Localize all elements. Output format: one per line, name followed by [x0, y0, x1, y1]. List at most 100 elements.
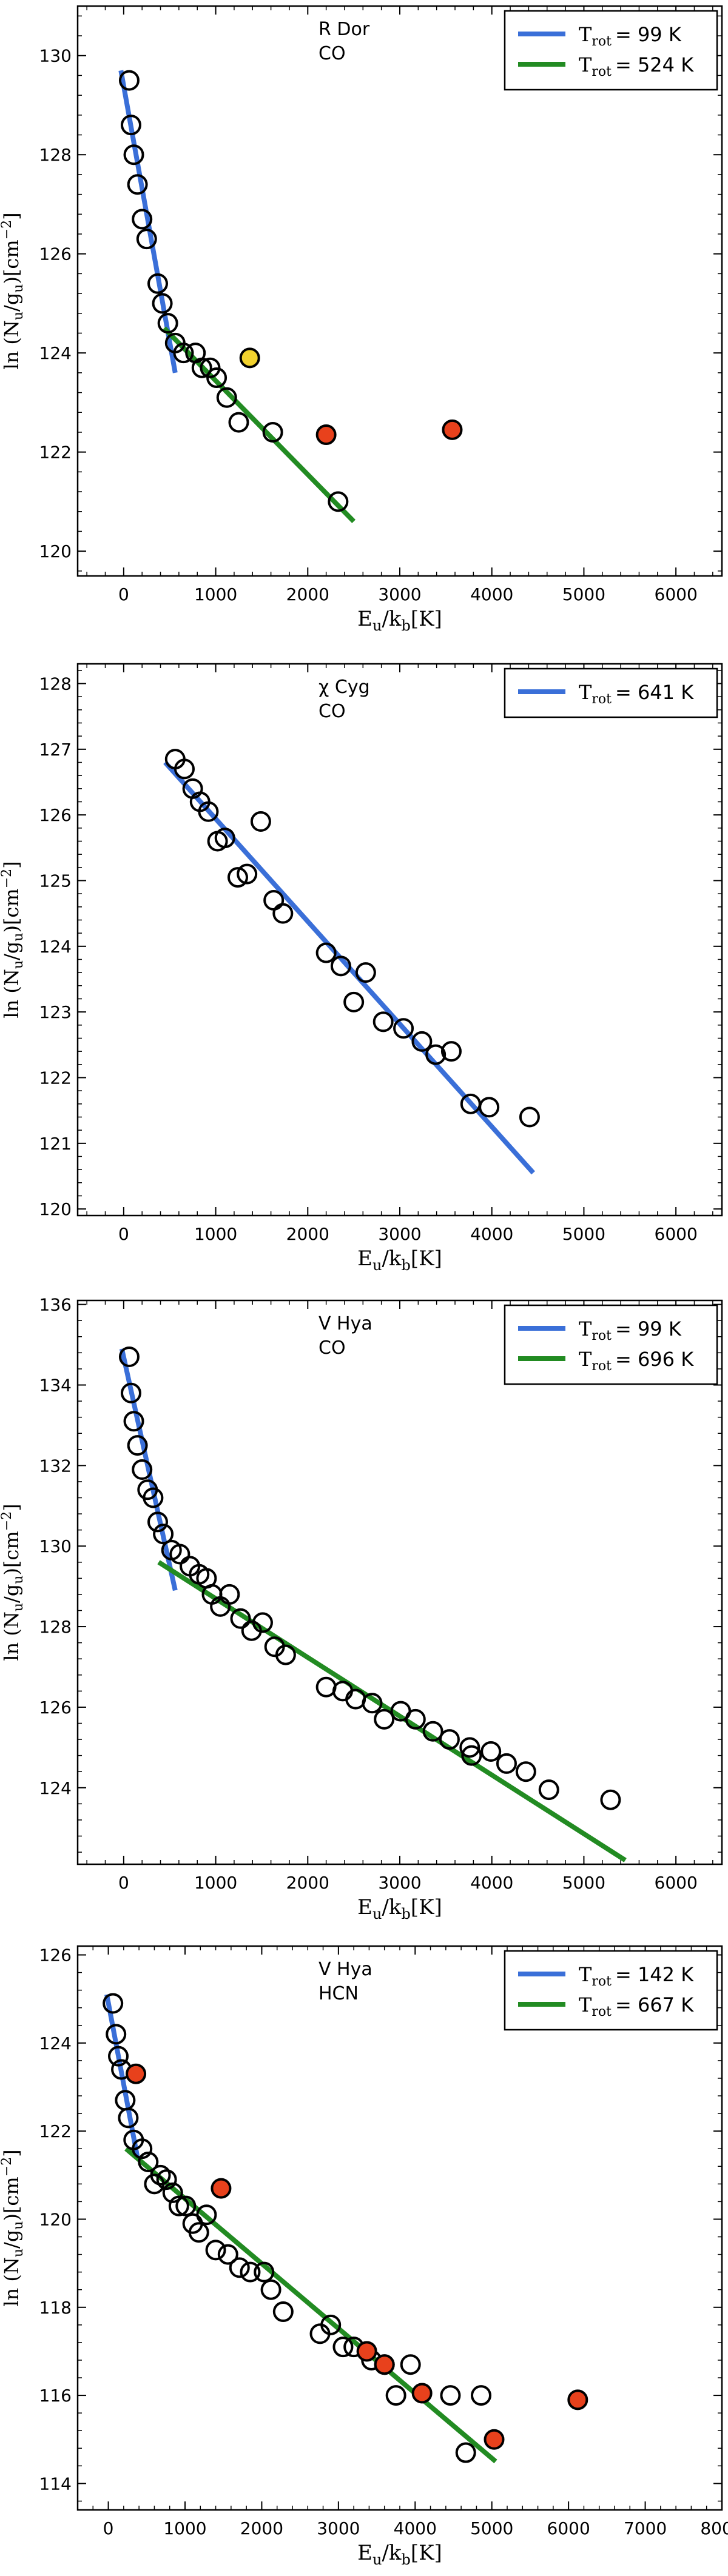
data-point	[205, 2240, 226, 2261]
x-tick-label: 2000	[286, 1873, 329, 1893]
data-point	[143, 1487, 164, 1508]
x-tick-label: 2000	[286, 1224, 329, 1244]
data-point	[103, 1993, 124, 2014]
legend-label-1: Trot = 641 K	[579, 681, 694, 707]
highlighted-point	[442, 419, 463, 440]
star-name: V Hya	[318, 1313, 372, 1334]
data-point	[237, 863, 258, 885]
data-point	[153, 1524, 174, 1545]
data-point	[332, 2337, 354, 2358]
y-tick-label: 130	[39, 46, 72, 66]
y-tick-label: 124	[39, 1778, 72, 1798]
data-point	[461, 1745, 482, 1766]
highlighted-point	[411, 2383, 433, 2404]
x-tick-label: 4000	[394, 2518, 437, 2538]
data-point	[480, 1741, 502, 1762]
data-point	[374, 1708, 395, 1730]
x-axis-label: Eu/kb[K]	[357, 1895, 442, 1922]
data-point	[411, 1031, 433, 1052]
legend: Trot = 99 K Trot = 696 K	[504, 1304, 718, 1385]
plot-area	[103, 1993, 588, 2464]
data-point	[191, 357, 212, 378]
highlighted-point	[567, 2389, 588, 2410]
highlighted-point	[211, 2178, 232, 2199]
data-point	[174, 758, 195, 780]
x-tick-label: 4000	[470, 1224, 513, 1244]
x-tick-label: 5000	[562, 1873, 605, 1893]
data-point	[439, 1729, 460, 1750]
data-point	[217, 2244, 238, 2265]
x-tick-label: 3000	[378, 1873, 421, 1893]
axes-frame	[76, 1299, 723, 1865]
legend-label-1: Trot = 142 K	[579, 1963, 694, 1989]
data-point	[355, 962, 376, 983]
chart-panel-4: 0 1000 2000 3000 4000 5000 6000 7000 8000 114 116 1…	[0, 1945, 728, 2568]
data-point	[272, 903, 294, 924]
data-point	[440, 1041, 462, 1062]
x-tick-label: 4000	[470, 1873, 513, 1893]
y-axis-label: ln (Nu/gu)[cm−2]	[0, 2149, 26, 2306]
x-tick-label: 5000	[562, 584, 605, 604]
data-point	[254, 2261, 275, 2283]
x-tick-label: 1000	[194, 584, 237, 604]
molecule-name: CO	[318, 701, 346, 722]
y-tick-label: 132	[39, 1456, 72, 1476]
data-point	[120, 1382, 141, 1403]
y-tick-label: 124	[39, 343, 72, 363]
legend-label-2: Trot = 524 K	[579, 53, 694, 79]
axes-frame	[76, 5, 723, 577]
y-tick-label: 128	[39, 145, 72, 165]
y-tick-label: 128	[39, 1617, 72, 1637]
data-point	[263, 890, 285, 911]
y-tick-label: 122	[39, 2121, 72, 2141]
data-point	[118, 1347, 140, 1367]
data-point	[515, 1761, 536, 1782]
y-tick-label: 126	[39, 1945, 72, 1965]
data-point	[127, 1435, 148, 1456]
data-point	[173, 343, 194, 364]
data-point	[600, 1789, 621, 1810]
y-tick-label: 123	[39, 1002, 72, 1022]
data-point	[496, 1753, 517, 1774]
y-tick-label: 136	[39, 1295, 72, 1315]
data-point	[147, 273, 168, 294]
legend: Trot = 142 K Trot = 667 K	[504, 1950, 718, 2031]
x-tick-label: 2000	[240, 2518, 283, 2538]
highlighted-point	[356, 2341, 377, 2362]
x-tick-label: 1000	[163, 2518, 206, 2538]
y-tick-label: 128	[39, 674, 72, 694]
y-axis-label: ln (Nu/gu)[cm−2]	[0, 212, 26, 369]
axes-frame	[76, 1945, 723, 2511]
data-point	[519, 1106, 540, 1128]
x-tick-label: 1000	[194, 1873, 237, 1893]
y-tick-label: 116	[39, 2386, 72, 2406]
x-tick-label: 1000	[194, 1224, 237, 1244]
data-point	[471, 2385, 492, 2406]
y-tick-label: 120	[39, 2209, 72, 2229]
data-point	[132, 2138, 153, 2159]
data-point	[343, 991, 365, 1012]
data-point	[227, 867, 248, 888]
x-tick-label: 6000	[655, 1224, 698, 1244]
star-name: χ Cyg	[318, 677, 370, 698]
highlighted-point	[484, 2429, 505, 2450]
data-point	[216, 387, 237, 408]
data-point	[132, 1459, 153, 1480]
data-point	[147, 1511, 168, 1533]
data-point	[229, 2257, 250, 2278]
x-tick-label: 7000	[624, 2518, 667, 2538]
axes-frame	[76, 663, 723, 1217]
data-point	[219, 1584, 240, 1605]
y-tick-label: 126	[39, 244, 72, 264]
y-axis-label: ln (Nu/gu)[cm−2]	[0, 1504, 26, 1661]
y-tick-label: 121	[39, 1134, 72, 1154]
data-point	[150, 2164, 171, 2186]
data-point	[260, 2279, 281, 2300]
data-point	[162, 2182, 183, 2203]
y-tick-label: 118	[39, 2298, 72, 2318]
molecule-name: HCN	[318, 1983, 359, 2004]
data-point	[169, 1544, 190, 1565]
legend: Trot = 99 K Trot = 524 K	[504, 10, 718, 91]
data-point	[440, 2385, 461, 2406]
